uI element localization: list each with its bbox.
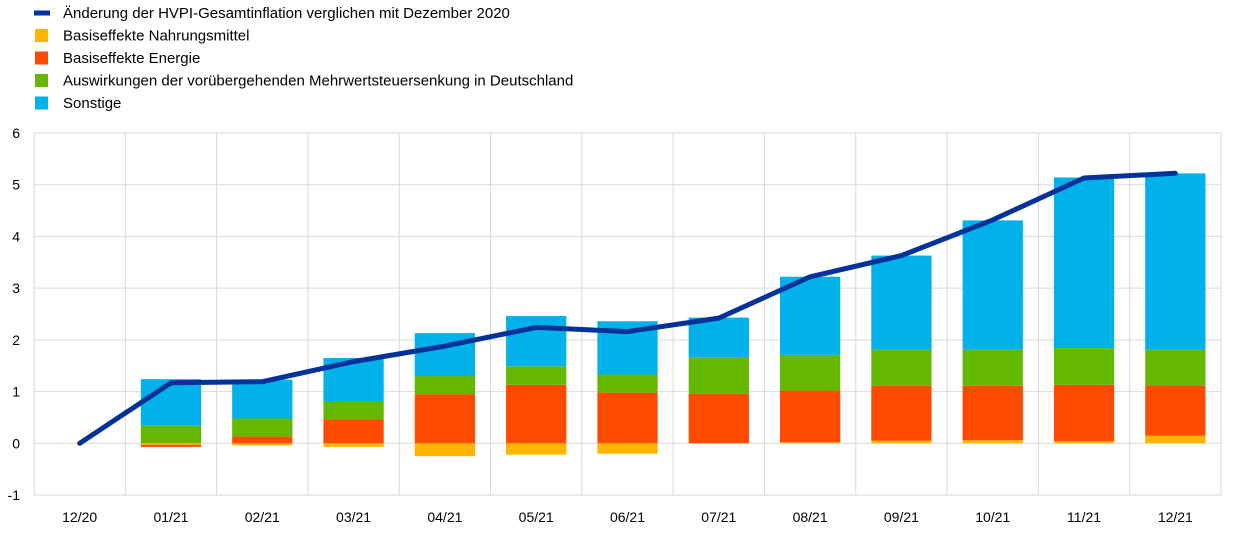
- y-tick-label: 6: [12, 125, 20, 141]
- y-tick-label: 1: [12, 384, 20, 400]
- bar-3-7: [688, 317, 749, 357]
- legend-swatch-3: [35, 74, 48, 87]
- bar-3-10: [962, 220, 1023, 350]
- legend-label: Sonstige: [63, 95, 121, 112]
- bar-3-1: [140, 379, 202, 426]
- legend-swatch-2: [35, 51, 48, 65]
- bar-1-11: [1053, 384, 1115, 442]
- bar-1-6: [597, 392, 658, 444]
- bar-0-11: [1053, 441, 1115, 444]
- bar-1-9: [871, 385, 932, 441]
- x-tick-label: 04/21: [427, 509, 462, 525]
- bar-2-8: [779, 354, 841, 391]
- bar-2-6: [597, 374, 658, 393]
- bar-3-8: [779, 276, 841, 355]
- x-tick-label: 10/21: [975, 509, 1010, 525]
- legend-label: Basiseffekte Energie: [63, 50, 200, 67]
- x-tick-label: 05/21: [519, 509, 554, 525]
- bar-0-2: [232, 443, 293, 446]
- bar-0-8: [779, 442, 841, 444]
- x-tick-label: 12/21: [1158, 509, 1193, 525]
- y-tick-label: 3: [12, 280, 20, 296]
- bar-0-9: [871, 440, 932, 444]
- bar-3-2: [232, 379, 293, 419]
- x-tick-label: 01/21: [153, 509, 188, 525]
- bar-3-11: [1053, 177, 1115, 349]
- x-tick-label: 08/21: [793, 509, 828, 525]
- bar-0-6: [597, 443, 658, 454]
- bar-1-8: [779, 390, 841, 443]
- bar-2-10: [962, 349, 1023, 386]
- bar-2-9: [871, 349, 932, 386]
- axes: -1 0 1 2 3 4 5 6 12/20 01/21 02/21 03/21 04/21 05/21 0…: [8, 125, 1194, 525]
- bar-2-4: [414, 376, 476, 395]
- bar-1-2: [232, 436, 293, 444]
- bar-1-4: [414, 394, 476, 444]
- bar-1-7: [688, 393, 749, 444]
- bar-3-12: [1145, 173, 1206, 350]
- legend-label: Basiseffekte Nahrungsmittel: [63, 28, 249, 45]
- bar-1-3: [323, 420, 384, 444]
- bar-2-3: [323, 401, 384, 421]
- inflation-line: [77, 170, 1178, 446]
- bar-3-5: [506, 316, 567, 367]
- bar-0-5: [506, 443, 567, 455]
- bar-2-7: [688, 356, 749, 394]
- bar-0-12: [1145, 435, 1206, 444]
- x-tick-label: 07/21: [701, 509, 736, 525]
- x-tick-label: 03/21: [336, 509, 371, 525]
- x-tick-label: 12/20: [62, 509, 97, 525]
- y-tick-label: 0: [12, 435, 20, 451]
- bar-1-10: [962, 385, 1023, 441]
- bar-1-12: [1145, 385, 1206, 436]
- bar-2-2: [232, 418, 293, 437]
- legend-label: Änderung der HVPI-Gesamtinflation vergli…: [63, 5, 510, 22]
- y-tick-label: 2: [12, 332, 20, 348]
- x-tick-label: 02/21: [245, 509, 280, 525]
- bar-2-5: [506, 366, 567, 385]
- bar-0-10: [962, 440, 1023, 444]
- x-tick-label: 11/21: [1067, 509, 1101, 525]
- legend-line-swatch: [34, 10, 50, 16]
- x-tick-label: 09/21: [884, 509, 919, 525]
- bar-0-4: [414, 443, 476, 457]
- y-tick-label: 5: [12, 177, 20, 193]
- y-tick-label: 4: [12, 228, 20, 244]
- legend-swatch-4: [35, 96, 48, 110]
- bar-0-1: [140, 443, 202, 445]
- x-tick-label: 06/21: [610, 509, 645, 525]
- bar-1-5: [506, 384, 567, 444]
- legend: Änderung der HVPI-Gesamtinflation vergli…: [34, 5, 573, 112]
- bar-0-3: [323, 443, 384, 447]
- legend-label: Auswirkungen der vorübergehenden Mehrwer…: [63, 73, 573, 90]
- bar-2-12: [1145, 349, 1206, 386]
- plot-frame: [33, 132, 1222, 496]
- y-tick-label: -1: [8, 487, 21, 503]
- bar-3-9: [871, 255, 932, 350]
- bar-2-11: [1053, 348, 1115, 385]
- bar-2-1: [140, 425, 202, 444]
- line-layer: [77, 170, 1178, 446]
- legend-swatch-1: [35, 29, 48, 42]
- bar-1-1: [140, 444, 202, 447]
